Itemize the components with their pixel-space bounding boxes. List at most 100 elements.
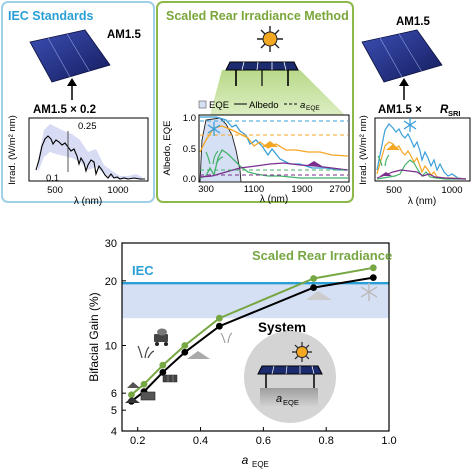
sand-pile-icon <box>262 141 278 147</box>
right-spectrum-label: AM1.5 × <box>378 104 422 116</box>
iec-ann-high: 0.25 <box>78 121 97 132</box>
point-scaled-rear-irradiance <box>128 391 135 399</box>
grass-icon <box>205 150 224 165</box>
point-scaled-rear-irradiance <box>181 342 189 349</box>
iec-panel: IEC Standards AM1.5 AM1.5 × 0.2 0.25 0.1… <box>1 1 155 207</box>
iec-spectrum-band <box>38 124 142 180</box>
inset-label: a <box>276 393 282 405</box>
sand-pile-icon <box>306 291 332 300</box>
sri-albedo-soil <box>199 162 349 178</box>
right-panel: AM1.5 AM1.5 × R SRI 500 1000 λ (nm) Irra… <box>358 16 471 207</box>
pv-array-icon <box>257 365 323 390</box>
iec-panel-frame <box>1 1 155 203</box>
x-tick-label: 1.0 <box>381 435 396 447</box>
legend-aeqe-sub: EQE <box>306 105 320 112</box>
point-scaled-rear-irradiance <box>310 275 318 282</box>
sri-albedo-snow <box>200 116 348 171</box>
right-spectrum-label-r: R <box>440 104 449 116</box>
main-xlabel: a <box>242 453 249 467</box>
right-xtick: 1000 <box>441 185 462 196</box>
sri-xtick: 2700 <box>329 184 350 195</box>
solar-module-icon <box>361 29 443 83</box>
point-scaled-rear-irradiance <box>215 314 223 322</box>
legend-albedo: Albedo <box>249 100 279 111</box>
point-scaled-rear-irradiance <box>159 361 167 369</box>
sun-icon <box>292 342 312 362</box>
sri-ylabel: Albedo, EQE <box>162 121 173 176</box>
sand-pile-icon <box>187 351 210 359</box>
point-system <box>310 284 318 292</box>
right-spectrum-soil <box>376 169 467 180</box>
x-tick-label: 0.6 <box>256 435 271 447</box>
point-system <box>159 368 167 376</box>
sri-xtick: 300 <box>198 184 214 195</box>
system-inset-circle <box>244 331 336 423</box>
solar-module-icon <box>29 29 111 83</box>
sri-ytick: 0.0 <box>183 174 196 185</box>
x-tick-label: 0.4 <box>193 435 208 447</box>
iec-spectrum-label: AM1.5 × 0.2 <box>33 104 96 116</box>
sri-xlabel: λ (nm) <box>260 194 288 205</box>
asphalt-pile-icon <box>125 397 140 403</box>
iec-ylabel: Irrad. (W/m² nm) <box>7 115 18 185</box>
main-chart: 0.2 0.4 0.6 0.8 1.0 4 5 6 10 20 30 IEC Scaled Rear… <box>87 238 397 469</box>
point-system <box>215 322 223 330</box>
inset-label-sub: EQE <box>283 398 299 407</box>
main-plot-frame <box>121 242 390 432</box>
point-scaled-rear-irradiance <box>369 264 377 272</box>
right-spectrum-grass <box>376 159 466 180</box>
iec-panel-title: IEC Standards <box>8 9 93 23</box>
x-tick-label: 0.2 <box>130 435 145 447</box>
point-scaled-rear-irradiance <box>140 380 148 388</box>
grass-icon <box>377 154 390 167</box>
pv-array-icon <box>162 374 178 383</box>
main-xlabel-sub: EQE <box>252 460 269 469</box>
sri-ytick: 1.0 <box>183 113 196 124</box>
x-tick-label: 0.8 <box>319 435 334 447</box>
grass-icon <box>220 332 233 344</box>
legend-eqe: EQE <box>209 100 229 111</box>
sri-albedo-sand <box>199 125 349 157</box>
y-tick-label: 20 <box>105 276 117 288</box>
grass-icon <box>137 345 155 359</box>
snowflake-icon <box>360 283 378 301</box>
iec-arrow-head <box>67 78 77 86</box>
iec-xtick: 500 <box>47 185 63 196</box>
main-ylabel: Bifacial Gain (%) <box>87 292 101 381</box>
system-inset: a EQE <box>244 331 336 423</box>
roof-tile-icon <box>140 391 156 401</box>
right-ylabel: Irrad. (W/m² nm) <box>358 115 369 185</box>
y-tick-label: 5 <box>111 405 117 417</box>
sand-pile-icon <box>386 144 400 150</box>
right-xlabel: λ (nm) <box>408 196 436 207</box>
iec-spectrum-line <box>35 135 145 180</box>
sri-panel-title: Scaled Rear Irradiance Method <box>166 9 349 23</box>
soil-pile-icon <box>127 382 140 388</box>
snowflake-icon <box>403 118 417 132</box>
right-arrow-head <box>399 78 409 86</box>
right-xtick: 500 <box>386 185 402 196</box>
y-tick-label: 4 <box>111 426 117 438</box>
sri-ytick: 0.5 <box>183 144 196 155</box>
ground-patch <box>260 388 318 408</box>
right-spectrum-label-sub: SRI <box>448 109 461 118</box>
point-system <box>181 348 189 356</box>
sri-panel: Scaled Rear Irradiance Method EQE Albedo… <box>156 1 354 205</box>
iec-label: IEC <box>132 263 154 278</box>
sri-xtick: 1900 <box>291 184 312 195</box>
snowflake-icon <box>207 122 221 136</box>
right-spectrum-snow <box>376 123 467 180</box>
legend-eqe-swatch <box>198 100 207 109</box>
sun-icon <box>257 26 283 52</box>
iec-xtick: 1000 <box>107 185 128 196</box>
right-module-label: AM1.5 <box>396 16 430 28</box>
soil-pile-icon <box>380 172 392 176</box>
iec-xlabel: λ (nm) <box>74 196 102 207</box>
soil-pile-icon <box>306 161 322 166</box>
sri-xtick: 1100 <box>244 184 264 195</box>
y-tick-label: 6 <box>111 388 117 400</box>
iec-ann-low: 0.1 <box>46 173 59 184</box>
iec-module-label: AM1.5 <box>107 29 141 41</box>
point-system <box>369 274 377 282</box>
